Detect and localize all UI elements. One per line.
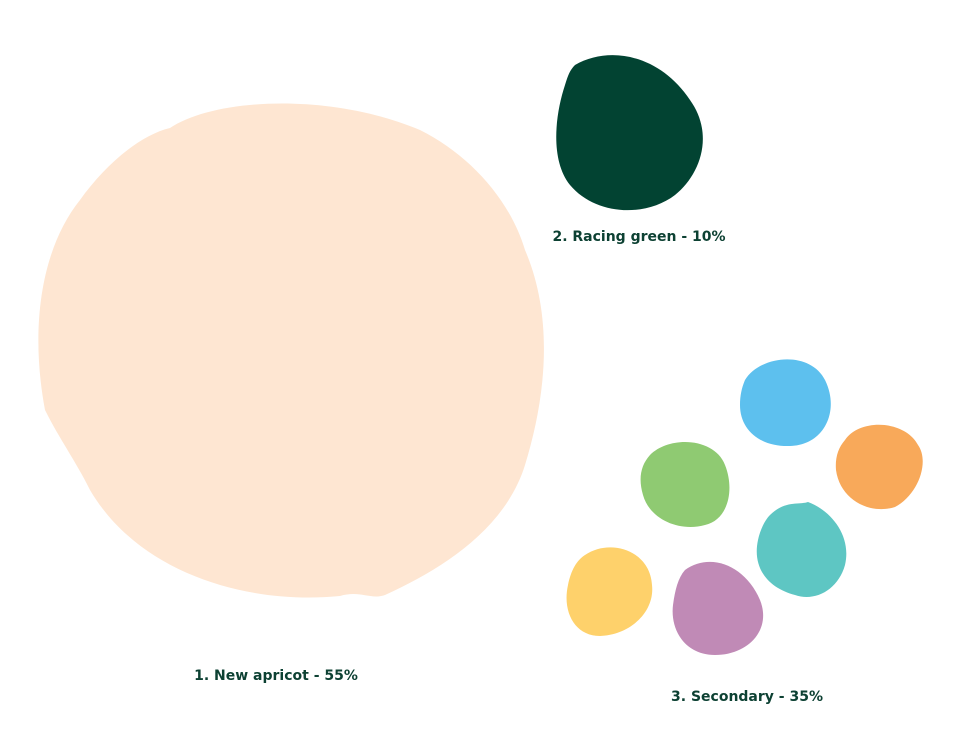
group-label: 3. Secondary - 35% xyxy=(671,689,823,705)
group-label: 2. Racing green - 10% xyxy=(552,229,725,245)
blob xyxy=(38,103,544,598)
group-label: 1. New apricot - 55% xyxy=(194,668,358,684)
blob xyxy=(756,502,847,597)
blob xyxy=(835,424,923,510)
blob xyxy=(566,547,653,636)
blob xyxy=(740,359,831,447)
blob xyxy=(640,442,730,527)
blob xyxy=(556,55,703,211)
blob xyxy=(672,561,764,655)
